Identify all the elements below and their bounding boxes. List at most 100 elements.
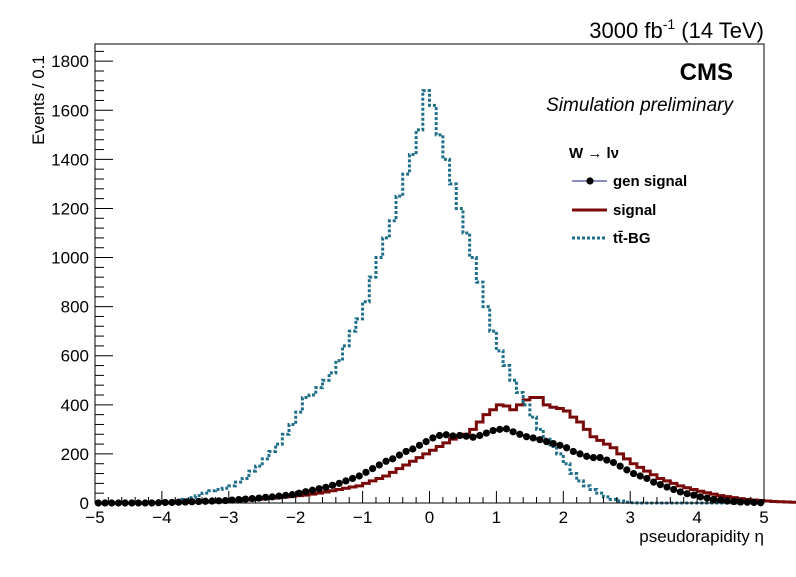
x-tick-label: 1 [492,508,501,527]
data-point [342,477,350,485]
y-tick-label: 1000 [51,249,89,268]
data-point [623,466,631,474]
data-point [369,465,377,473]
y-tick-label: 1600 [51,101,89,120]
data-point [409,445,417,453]
data-point [389,455,397,463]
data-point [536,436,544,444]
data-point [181,498,189,506]
legend-entry-label: tt̄-BG [613,230,651,247]
data-point [328,481,337,489]
data-point [335,479,343,487]
data-point [663,483,671,491]
data-point [415,441,424,449]
data-point [188,498,196,506]
data-point [288,491,296,499]
data-point [429,434,437,442]
data-point [355,472,363,480]
data-point [362,468,370,476]
x-tick-label: −1 [353,508,372,527]
data-point [402,447,410,456]
data-point [676,488,684,496]
series-line [95,89,764,505]
legend-entry-label: gen signal [613,173,687,190]
legend-entry-label: signal [613,202,656,219]
data-point [456,431,464,440]
data-point [583,452,591,460]
axis-layer: −5 −4 −3 −2 −1 0 1 2 3 4 5 0 200 400 600 800 1000 1200 140… [51,50,769,527]
data-point [710,495,718,503]
data-point [576,450,584,458]
data-point [315,485,323,493]
x-tick-label: −2 [286,508,305,527]
data-point [248,494,256,503]
experiment-label: CMS [680,59,733,86]
x-tick-label: 4 [692,508,701,527]
legend: W → lν gen signal signal tt̄-BG [569,145,687,247]
y-tick-label: 1200 [51,199,89,218]
data-point [650,478,658,486]
y-tick-label: 1800 [51,52,89,71]
data-point [221,496,230,505]
data-point [235,495,243,504]
y-tick-label: 800 [61,298,89,317]
y-tick-label: 400 [61,396,89,415]
x-tick-label: −5 [85,508,104,527]
x-tick-label: −3 [219,508,238,527]
y-axis-label: Events / 0.1 [29,55,48,145]
data-point [629,469,638,478]
data-point [348,474,357,483]
data-point [201,497,209,505]
data-point [563,444,571,452]
data-point [529,434,537,442]
data-point [175,498,183,506]
luminosity-label: 3000 fb-1 (14 TeV) [589,16,764,43]
data-point [656,480,664,489]
data-point [609,458,618,467]
x-axis-label: pseudorapidity η [639,527,764,546]
data-point [616,462,624,470]
data-point [703,494,711,502]
data-point [482,429,490,437]
y-tick-label: 200 [61,445,89,464]
data-point [569,447,577,456]
data-point [723,497,731,505]
data-point [496,425,504,433]
data-point [469,433,477,441]
data-point [322,483,330,491]
x-tick-label: −4 [152,508,171,527]
data-point [603,456,611,464]
data-point [643,474,651,483]
data-point [670,485,678,494]
data-point [295,489,303,497]
data-point [489,426,497,435]
x-tick-label: 3 [625,508,634,527]
data-point [516,430,524,438]
data-point [275,492,283,500]
data-point [435,431,444,440]
subtitle: Simulation preliminary [546,95,734,116]
data-point [589,453,598,462]
data-point [556,441,564,449]
data-point [282,491,290,499]
data-point [542,438,551,446]
data-point [716,496,725,504]
x-tick-label: 5 [759,508,768,527]
legend-swatch-marker [586,177,594,185]
x-tick-label: 2 [559,508,568,527]
data-point [195,497,203,506]
data-point [302,488,310,496]
y-tick-label: 0 [80,494,89,513]
data-point [268,493,276,501]
data-point [462,432,470,440]
data-point [736,498,745,506]
data-point [730,497,738,506]
data-point [382,457,390,465]
data-point [208,497,216,505]
data-point [261,493,270,501]
data-point [422,438,430,446]
data-point [690,491,698,499]
data-point [502,425,511,433]
